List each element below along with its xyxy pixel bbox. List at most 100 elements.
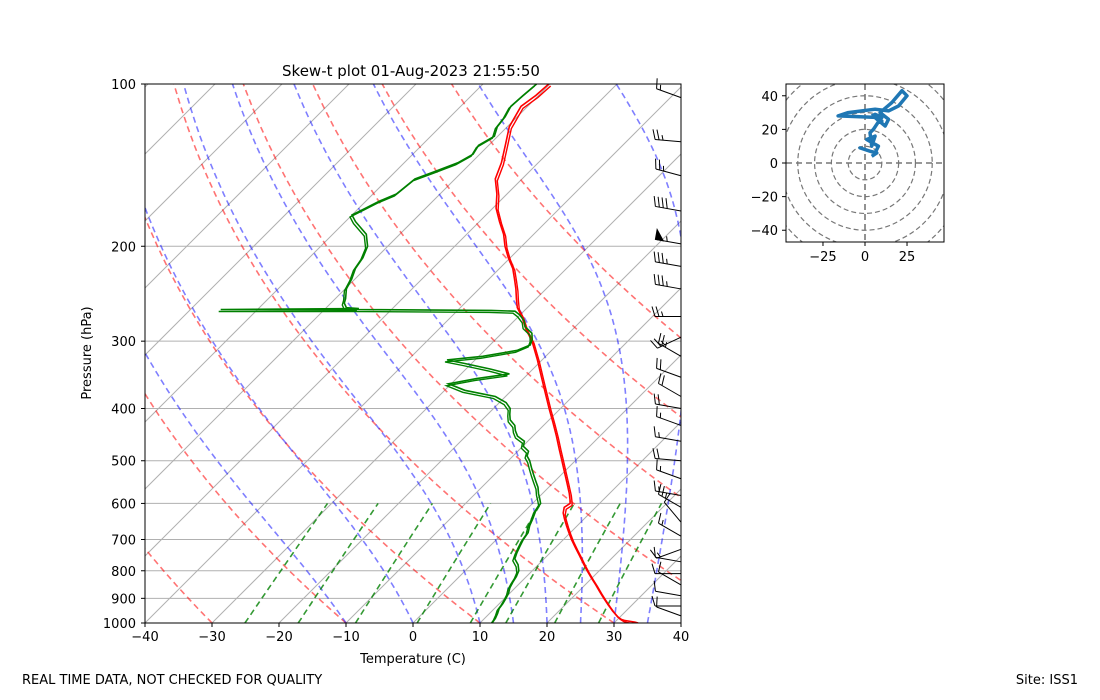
- hodograph-ring: [786, 84, 944, 242]
- wind-barb-full: [657, 333, 662, 344]
- mixing-ratio-line: [297, 502, 379, 623]
- hodograph-axes: −25 0 25 −40 −20 0 20 40: [751, 90, 916, 265]
- x-tick-label: 30: [606, 630, 623, 645]
- wind-barb-full: [653, 426, 656, 437]
- y-tick-label: 600: [111, 497, 136, 512]
- hodograph-plot-area: [786, 84, 944, 242]
- wind-barb: [652, 448, 682, 462]
- hodo-y-tick-label: 40: [761, 90, 778, 105]
- isotherm-line: [613, 555, 681, 623]
- wind-barb-full: [661, 375, 665, 386]
- wind-barb: [656, 596, 682, 617]
- isotherm-line: [345, 287, 681, 623]
- wind-barb-full: [657, 252, 660, 263]
- wind-barb-full: [656, 357, 658, 369]
- wind-barb-staff: [655, 436, 682, 442]
- wind-barb-staff: [656, 469, 682, 480]
- x-tick-label: 10: [472, 630, 489, 645]
- dry-adiabat-line: [242, 84, 681, 582]
- wind-barb: [653, 251, 682, 267]
- wind-barb-staff: [663, 501, 682, 523]
- wind-barb-half: [658, 432, 660, 438]
- wind-barb-staff: [656, 606, 682, 617]
- moist-adiabat-line: [615, 84, 681, 623]
- x-tick-label: −20: [265, 630, 292, 645]
- wind-barb: [656, 357, 682, 378]
- wind-barb-full: [663, 493, 671, 503]
- wind-barb-full: [659, 359, 662, 370]
- wind-barb: [651, 306, 681, 318]
- wind-barb: [657, 373, 682, 397]
- isotherm-line: [145, 84, 216, 155]
- wind-barb-full: [653, 273, 656, 285]
- wind-barb-full: [653, 546, 656, 558]
- wind-barb: [663, 493, 682, 523]
- dry-adiabat-line: [381, 84, 681, 418]
- wind-barb: [651, 563, 681, 575]
- wind-barb-staff: [656, 416, 682, 426]
- hodo-x-tick-label: 0: [861, 250, 869, 265]
- wind-barb: [656, 406, 682, 426]
- isotherm-line: [145, 84, 350, 289]
- hodograph-ring: [813, 111, 917, 215]
- x-tick-label: 0: [409, 630, 417, 645]
- y-tick-label: 100: [111, 78, 136, 93]
- wind-barb: [653, 546, 682, 563]
- wind-barb-full: [655, 306, 660, 317]
- wind-barb-staff: [657, 336, 682, 349]
- moist-adiabat-line: [231, 84, 515, 623]
- hodo-y-tick-label: −40: [751, 224, 778, 239]
- wind-barb-staff: [655, 490, 682, 496]
- wind-barb-half: [664, 493, 668, 499]
- isotherm-line: [145, 84, 551, 490]
- wind-barb: [656, 459, 682, 480]
- dry-adiabat-line: [145, 215, 481, 623]
- isotherm-line: [0, 84, 81, 623]
- mixing-ratio-line: [416, 502, 492, 623]
- hodo-x-tick-label: −25: [809, 250, 836, 265]
- wind-barb-full: [657, 274, 660, 286]
- wind-barb-staff: [658, 493, 682, 508]
- wind-barb: [653, 273, 682, 290]
- temperature-profile-line: [496, 85, 635, 623]
- x-tick-label: 20: [539, 630, 556, 645]
- wind-barb: [653, 196, 682, 212]
- isotherm-line: [145, 84, 484, 423]
- dewpoint-profile-line: [220, 84, 542, 623]
- wind-barb-half: [656, 552, 661, 558]
- wind-barb-full: [652, 129, 656, 140]
- wind-barb-staff: [655, 283, 682, 290]
- wind-barb-half: [661, 519, 664, 526]
- wind-barb: [653, 393, 682, 410]
- dry-adiabat-line: [311, 84, 681, 499]
- x-tick-label: −40: [131, 630, 158, 645]
- wind-barb-half: [661, 135, 664, 141]
- wind-barb-half: [666, 281, 668, 287]
- dry-adiabat-line: [145, 547, 213, 623]
- wind-barb-full: [657, 373, 662, 384]
- y-tick-label: 700: [111, 534, 136, 549]
- wind-barb-full: [656, 459, 658, 470]
- moist-adiabat-line: [182, 84, 481, 623]
- wind-barb-full: [651, 595, 656, 607]
- wind-barb-staff: [658, 383, 682, 397]
- wind-barb: [650, 336, 682, 349]
- wind-barb-staff: [655, 139, 682, 143]
- x-tick-label: −10: [332, 630, 359, 645]
- wind-barb-staff: [658, 522, 682, 537]
- wind-barb: [657, 484, 682, 508]
- isotherm-line: [680, 622, 681, 623]
- wind-barb-full: [651, 563, 656, 574]
- wind-barb-full: [661, 197, 664, 208]
- dry-adiabat-line: [145, 392, 347, 623]
- wind-barb: [654, 228, 682, 245]
- wind-barb-staff: [655, 590, 682, 597]
- wind-barb: [655, 158, 682, 177]
- mixing-ratio-line: [354, 502, 434, 623]
- x-tick-label: −30: [198, 630, 225, 645]
- wind-barbs: [649, 78, 682, 617]
- hodo-y-tick-label: 0: [770, 157, 778, 172]
- mixing-ratio-line: [469, 502, 542, 623]
- wind-barb-staff: [655, 168, 682, 177]
- wind-barb-full: [657, 394, 660, 405]
